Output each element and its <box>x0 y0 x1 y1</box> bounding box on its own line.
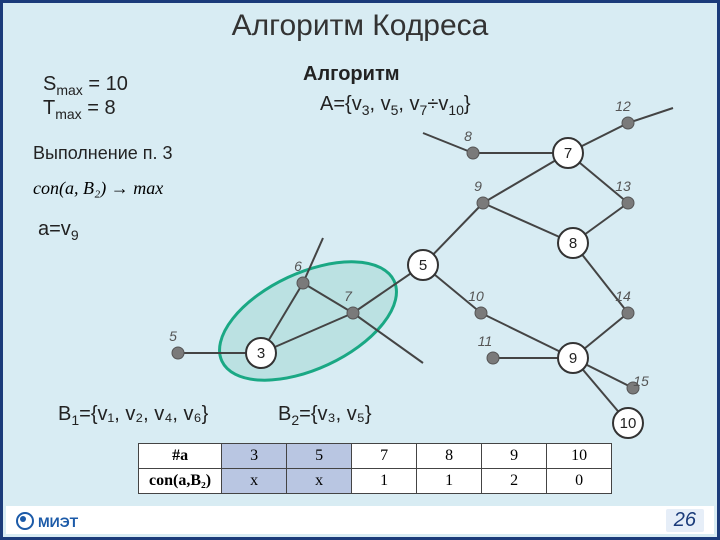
logo-icon <box>16 512 34 530</box>
footer-bar: МИЭТ 26 <box>6 506 714 534</box>
table-cell: x <box>222 469 287 494</box>
table-cell: 1 <box>417 469 482 494</box>
table-cell: 8 <box>417 444 482 469</box>
table-cell: 1 <box>352 469 417 494</box>
svg-text:6: 6 <box>294 258 302 274</box>
logo: МИЭТ <box>16 509 78 530</box>
svg-text:15: 15 <box>633 373 649 389</box>
graph-diagram: 5 6 7 8 9 10 11 12 13 14 15 3 5 7 8 9 10 <box>3 23 720 443</box>
svg-text:14: 14 <box>615 288 631 304</box>
table-cell: 7 <box>352 444 417 469</box>
table-cell: x <box>287 469 352 494</box>
svg-text:12: 12 <box>615 98 631 114</box>
svg-text:3: 3 <box>257 345 265 362</box>
table-cell: 3 <box>222 444 287 469</box>
slide-frame: Алгоритм Кодреса Smax = 10 Tmax = 8 Алго… <box>0 0 720 540</box>
svg-text:13: 13 <box>615 178 631 194</box>
con-table: #a 3578910 con(a,B₂) xx1120 <box>138 443 612 494</box>
page-number: 26 <box>666 509 704 532</box>
table-row-values: con(a,B₂) xx1120 <box>139 469 612 494</box>
svg-text:9: 9 <box>569 350 577 367</box>
svg-text:11: 11 <box>478 333 493 349</box>
table-cell: 5 <box>287 444 352 469</box>
svg-text:7: 7 <box>564 145 572 162</box>
table-cell: 9 <box>482 444 547 469</box>
table-cell: 0 <box>547 469 612 494</box>
table-cell: 2 <box>482 469 547 494</box>
svg-text:5: 5 <box>419 257 427 274</box>
th-a: #a <box>139 444 222 469</box>
svg-text:8: 8 <box>464 128 472 144</box>
svg-text:7: 7 <box>344 288 353 304</box>
svg-text:5: 5 <box>169 328 177 344</box>
table-cell: 10 <box>547 444 612 469</box>
svg-text:10: 10 <box>620 415 637 432</box>
th-con: con(a,B₂) <box>139 469 222 494</box>
table-row-header: #a 3578910 <box>139 444 612 469</box>
svg-text:10: 10 <box>468 288 484 304</box>
svg-text:8: 8 <box>569 235 577 252</box>
svg-text:9: 9 <box>474 178 482 194</box>
